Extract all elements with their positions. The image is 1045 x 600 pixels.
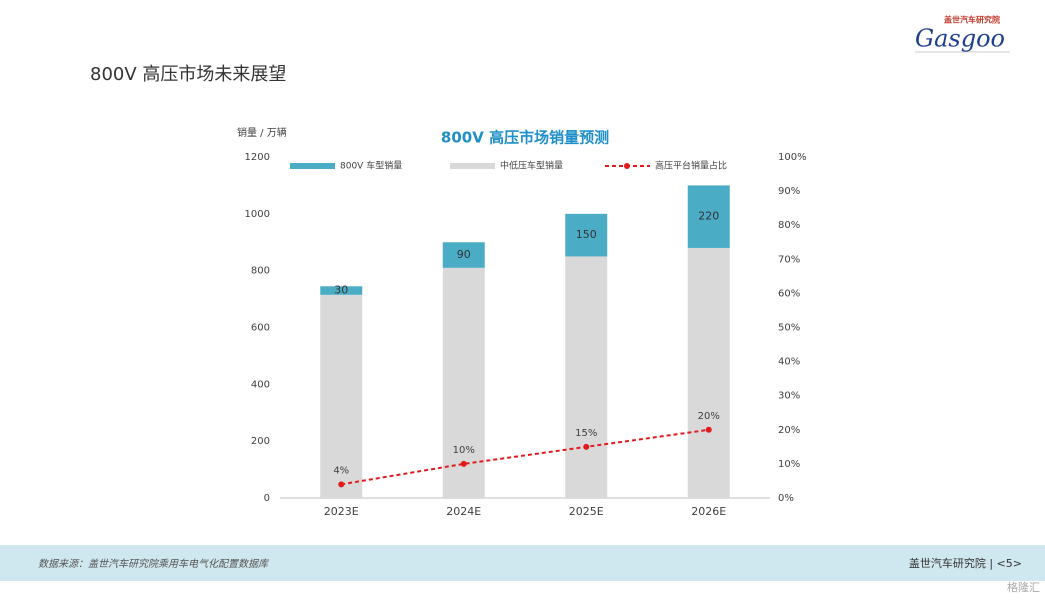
bar: [687, 185, 730, 248]
line-value-label: 20%: [698, 411, 720, 422]
y2-tick-label: 60%: [778, 288, 800, 299]
y2-tick-label: 30%: [778, 391, 800, 402]
legend-label: 高压平台销量占比: [655, 160, 727, 172]
x-tick-label: 2024E: [446, 505, 481, 518]
heading: 800V 高压市场未来展望: [90, 64, 286, 85]
y2-tick-label: 40%: [778, 357, 800, 368]
legend-marker: [624, 163, 630, 169]
bar: [442, 242, 485, 268]
y2-tick-label: 90%: [778, 186, 800, 197]
line-value-label: 4%: [333, 465, 349, 476]
bar: [442, 267, 485, 498]
y2-tick-label: 50%: [778, 323, 800, 334]
bar: [565, 256, 608, 498]
y-tick-label: 200: [251, 436, 270, 447]
y-tick-label: 1200: [245, 152, 270, 163]
line-marker: [338, 481, 345, 488]
legend-label: 800V 车型销量: [340, 160, 402, 172]
y-tick-label: 400: [251, 379, 270, 390]
bar-value-label: 30: [334, 284, 348, 297]
logo-org: 盖世汽车研究院: [944, 15, 1000, 25]
bar: [320, 286, 363, 295]
footer-brand: 盖世汽车研究院 | <5>: [909, 556, 1022, 570]
corner-mark: 格隆汇: [1007, 580, 1040, 594]
bar-value-label: 150: [576, 228, 597, 241]
legend-label: 中低压车型销量: [500, 160, 563, 172]
x-tick-label: 2026E: [691, 505, 726, 518]
line-value-label: 15%: [575, 428, 597, 439]
legend-swatch: [450, 163, 495, 169]
bar: [687, 247, 730, 498]
chart-title: 800V 高压市场销量预测: [441, 129, 609, 147]
bar: [565, 213, 608, 257]
line: [341, 428, 709, 486]
footer-band: [0, 545, 1045, 581]
y-tick-label: 0: [264, 493, 270, 504]
logo: Gasgoo: [915, 25, 1005, 53]
y2-tick-label: 100%: [778, 152, 807, 163]
y-tick-label: 1000: [245, 209, 270, 220]
line-marker: [460, 460, 467, 467]
y2-tick-label: 80%: [778, 220, 800, 231]
y2-tick-label: 10%: [778, 459, 800, 470]
legend-swatch: [290, 163, 335, 169]
y2-tick-label: 70%: [778, 254, 800, 265]
line-marker: [705, 426, 712, 433]
line-marker: [583, 443, 590, 450]
y-axis-label: 销量 / 万辆: [237, 126, 287, 139]
footer-source: 数据来源：盖世汽车研究院乘用车电气化配置数据库: [38, 558, 270, 570]
x-tick-label: 2025E: [569, 505, 604, 518]
y-tick-label: 600: [251, 323, 270, 334]
bar-value-label: 220: [698, 210, 719, 223]
line-value-label: 10%: [453, 445, 475, 456]
y-tick-label: 800: [251, 266, 270, 277]
bar: [320, 294, 363, 498]
x-tick-label: 2023E: [324, 505, 359, 518]
bar-value-label: 90: [457, 248, 471, 261]
y2-tick-label: 0%: [778, 493, 794, 504]
y2-tick-label: 20%: [778, 425, 800, 436]
